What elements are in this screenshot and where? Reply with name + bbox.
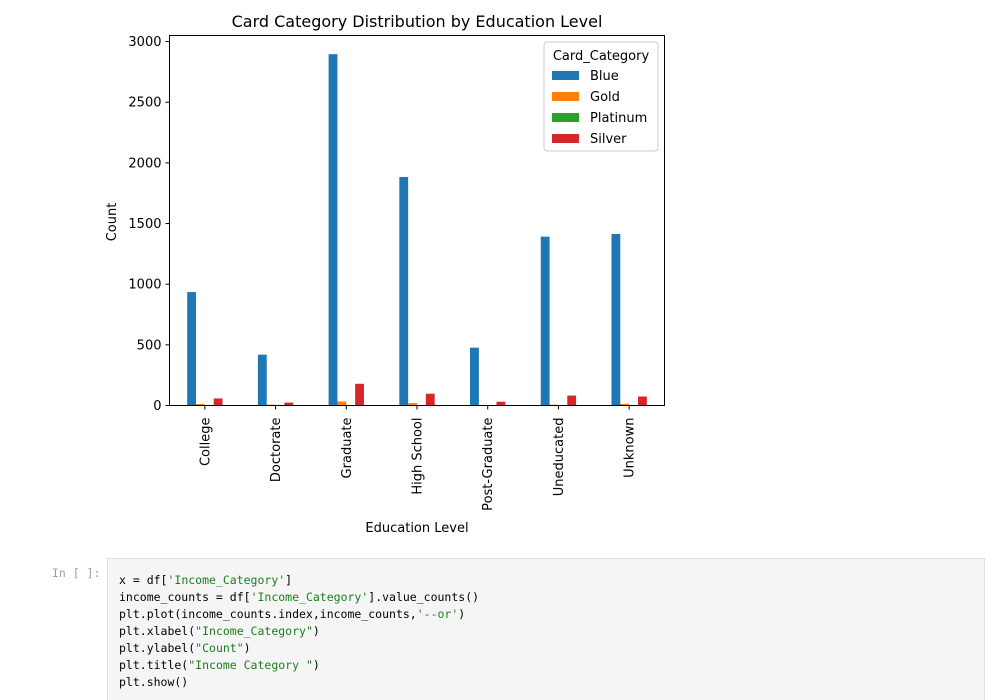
bar-college-gold [196,404,205,406]
x-tick-label: Unknown [623,418,638,478]
bar-unknown-blue [611,233,621,406]
bar-graduate-gold [337,401,347,406]
bar-high-school-blue [399,176,409,406]
code-string-token: "Income Category " [188,658,313,672]
bars-group [187,54,647,406]
code-token: plt.show() [119,675,189,689]
plot-frame [169,35,665,406]
bar-chart: Card Category Distribution by Education … [105,12,665,536]
code-text[interactable]: x = df['Income_Category'] income_counts … [108,559,984,691]
code-token: ) [312,658,320,672]
bar-high-school-silver [425,393,435,406]
x-tick-label: Post-Graduate [481,418,496,511]
legend-label-silver: Silver [590,132,627,147]
bar-high-school-gold [408,403,417,406]
cell-prompt: In [ ]: [52,566,101,580]
code-token: plt.plot(income_counts.index,income_coun… [119,607,417,621]
y-axis-ticks: 0 500 1000 1500 2000 2500 3000 [128,35,170,414]
y-tick-label: 2500 [128,96,161,111]
bar-post-graduate-silver [496,401,506,406]
notebook-code-cell: In [ ]: x = df['Income_Category'] income… [0,557,1008,700]
x-tick-label: College [198,418,213,467]
code-editor[interactable]: x = df['Income_Category'] income_counts … [107,558,985,700]
legend-swatch-platinum [552,113,579,122]
x-tick-label: High School [411,418,426,495]
code-token: plt.xlabel( [119,624,196,638]
code-token: income_counts = df[ [119,590,251,604]
code-token: ].value_counts() [368,590,480,604]
bar-graduate-blue [328,54,338,406]
code-string-token: "Income_Category" [195,624,313,638]
x-tick-label: Uneducated [552,418,567,497]
bar-unknown-gold [620,403,630,406]
code-token: ) [312,624,320,638]
legend-title: Card_Category [553,49,650,64]
x-axis-ticks: College Doctorate Graduate High School Post-… [198,405,638,511]
bar-doctorate-blue [257,354,267,406]
legend-box [543,41,659,152]
x-tick-label: Graduate [340,417,355,478]
bar-uneducated-blue [540,236,550,406]
x-axis-label: Education Level [365,521,468,536]
code-string-token: '--or' [416,607,459,621]
chart-title: Card Category Distribution by Education … [232,12,603,31]
y-tick-label: 500 [137,338,162,353]
y-tick-label: 2000 [128,156,161,171]
legend-label-blue: Blue [590,69,619,84]
bar-graduate-silver [355,383,364,406]
legend-label-gold: Gold [590,90,620,105]
code-token: plt.title( [119,658,189,672]
legend-swatch-silver [552,134,579,143]
legend-swatch-gold [552,92,579,101]
code-token: x = df[ [119,573,168,587]
code-token: plt.ylabel( [119,641,196,655]
bar-doctorate-silver [284,402,294,406]
y-tick-label: 0 [153,399,161,414]
code-token: ) [243,641,251,655]
bar-college-blue [187,292,197,406]
y-axis-label: Count [105,203,120,242]
y-tick-label: 3000 [128,35,161,50]
bar-unknown-silver [637,396,647,406]
code-token: ] [285,573,293,587]
y-tick-label: 1000 [128,278,161,293]
legend: Card_Category Blue Gold Platinum Silver [543,41,659,152]
bar-post-graduate-blue [470,347,479,406]
code-string-token: 'Income_Category' [167,573,286,587]
x-tick-label: Doctorate [269,418,284,483]
legend-label-platinum: Platinum [590,111,647,126]
code-string-token: "Count" [195,641,244,655]
legend-swatch-blue [552,71,579,80]
code-token: ) [458,607,466,621]
bar-college-silver [213,398,223,406]
y-tick-label: 1500 [128,217,161,232]
code-string-token: 'Income_Category' [250,590,369,604]
bar-uneducated-silver [567,395,577,406]
